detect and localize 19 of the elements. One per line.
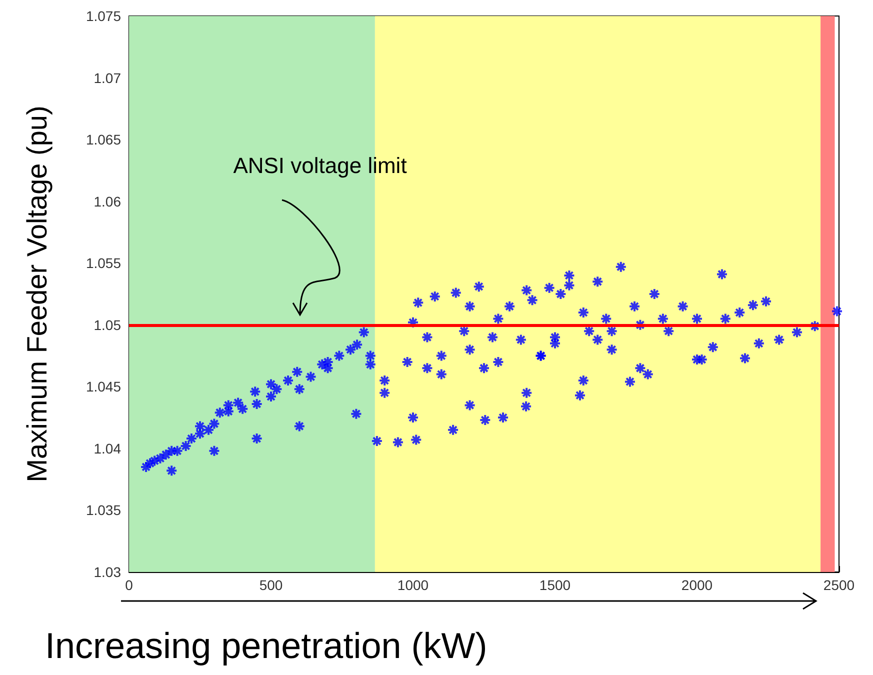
y-tick-label: 1.05 [94, 316, 122, 333]
annotation: ANSI voltage limit [233, 153, 407, 178]
x-tick-label: 1500 [539, 577, 571, 593]
y-tick-label: 1.045 [86, 378, 122, 395]
y-tick-label: 1.03 [94, 564, 122, 580]
y-tick-label: 1.075 [86, 8, 122, 24]
x-tick-label: 500 [259, 577, 283, 593]
x-axis-title: Increasing penetration (kW) [45, 625, 488, 667]
y-axis-title: Maximum Feeder Voltage (pu) [22, 106, 52, 482]
y-tick-label: 1.055 [86, 255, 122, 272]
x-tick-label: 2000 [681, 577, 713, 593]
x-tick-label: 2500 [823, 577, 855, 593]
y-tick-label: 1.035 [86, 502, 122, 518]
y-tick-label: 1.07 [94, 70, 122, 86]
x-tick-label: 0 [125, 577, 134, 593]
y-tick-label: 1.04 [94, 440, 122, 456]
y-tick-label: 1.06 [94, 193, 122, 210]
x-tick-label: 1000 [397, 577, 429, 593]
y-tick-label: 1.065 [86, 132, 122, 148]
